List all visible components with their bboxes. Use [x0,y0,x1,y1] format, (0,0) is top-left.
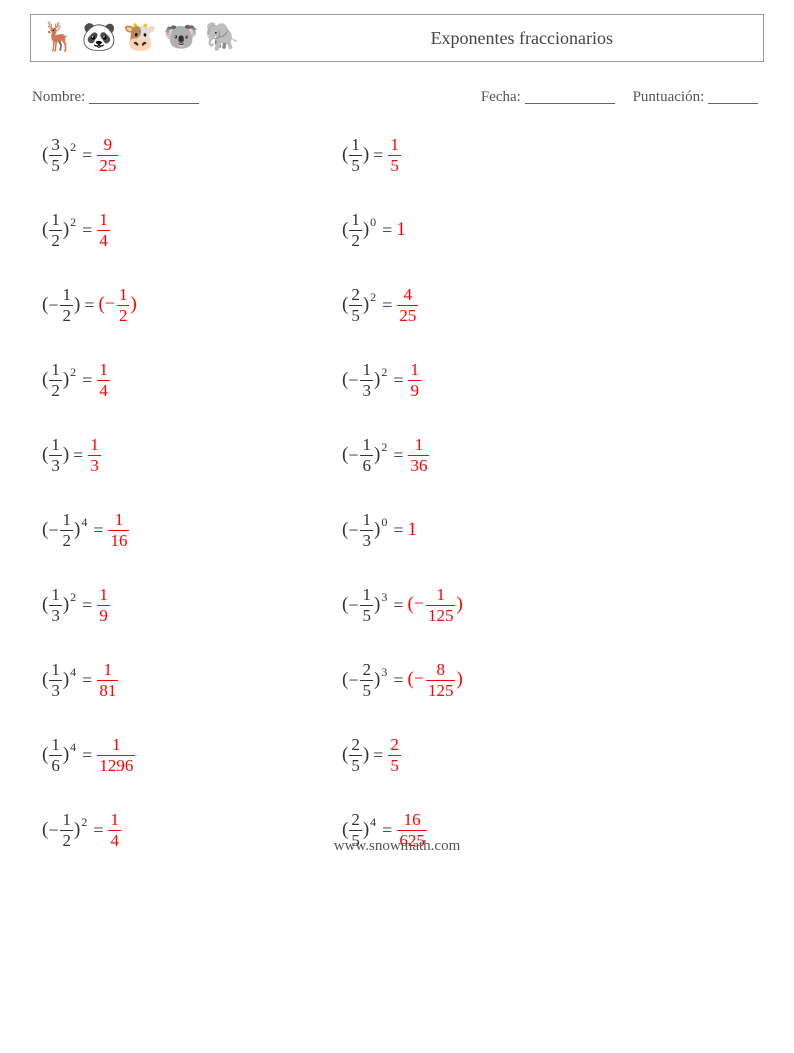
problems-grid: (35)2=925(15)=15(12)2=14(12)0=1(−12)=(−1… [30,124,764,853]
name-blank [89,89,199,104]
score-field: Puntuación: [633,86,758,106]
worksheet-page: 🦌 🐼 🐮 🐨 🐘 Exponentes fraccionarios Nombr… [0,0,794,873]
panda-icon: 🐼 [82,24,117,52]
problem: (25)2=425 [342,282,662,328]
date-blank [525,89,615,104]
elephant-icon: 🐘 [205,24,240,52]
problem: (−13)2=19 [342,357,662,403]
score-blank [708,89,758,104]
date-label: Fecha: [481,89,521,105]
problem: (13)=13 [42,432,342,478]
deer-icon: 🦌 [41,24,76,52]
problem: (−12)4=116 [42,507,342,553]
problem: (12)2=14 [42,207,342,253]
header-icons: 🦌 🐼 🐮 🐨 🐘 [41,24,239,52]
header-box: 🦌 🐼 🐮 🐨 🐘 Exponentes fraccionarios [30,14,764,62]
problem: (−16)2=136 [342,432,662,478]
cow-icon: 🐮 [123,24,158,52]
footer: www.snowmath.com [0,838,794,855]
problem: (13)4=181 [42,657,342,703]
score-label: Puntuación: [633,89,705,105]
problem: (15)=15 [342,132,662,178]
page-title: Exponentes fraccionarios [431,28,613,49]
info-line: Nombre: Fecha: Puntuación: [30,86,764,106]
problem: (16)4=11296 [42,732,342,778]
date-field: Fecha: [481,86,615,106]
name-field: Nombre: [32,86,199,106]
problem: (35)2=925 [42,132,342,178]
problem: (−12)=(−12) [42,282,342,328]
name-label: Nombre: [32,89,85,105]
problem: (25)=25 [342,732,662,778]
problem: (12)2=14 [42,357,342,403]
problem: (−15)3=(−1125) [342,582,662,628]
problem: (12)0=1 [342,207,662,253]
koala-icon: 🐨 [164,24,199,52]
problem: (−25)3=(−8125) [342,657,662,703]
problem: (−13)0=1 [342,507,662,553]
problem: (13)2=19 [42,582,342,628]
